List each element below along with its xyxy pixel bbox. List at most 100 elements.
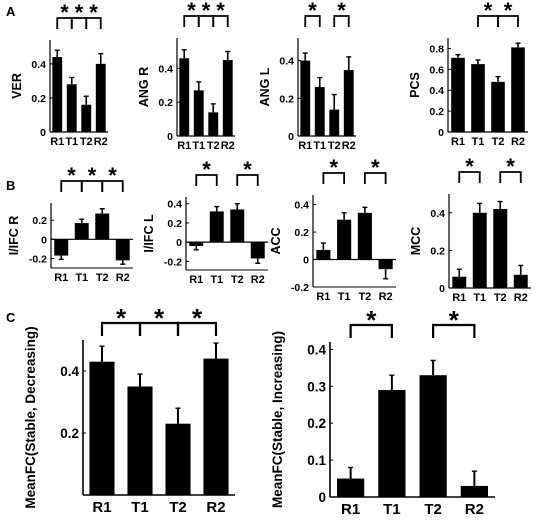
x-tick-label-r1: R1 <box>451 136 465 148</box>
bar-t1 <box>378 389 406 497</box>
x-tick-label-r2: R2 <box>342 140 356 152</box>
y-tick-label: 0.4 <box>429 85 444 97</box>
x-tick-label-t1: T1 <box>131 499 149 516</box>
significance-bracket <box>322 172 346 184</box>
chart-7: -0.2 0 0.2 0.4 R1 T1 T2 R2 ACC * * <box>269 155 396 303</box>
bar-r2 <box>378 259 393 270</box>
panel-label-b: B <box>6 178 15 193</box>
y-tick-label: 0 <box>288 131 294 143</box>
x-tick-label-t1: T1 <box>472 136 485 148</box>
bar-r2 <box>222 59 233 137</box>
y-tick-label: 0.8 <box>429 43 444 55</box>
bar-r2 <box>95 63 106 132</box>
x-tick-label-r1: R1 <box>298 140 312 152</box>
y-axis-label-acc: ACC <box>269 227 283 254</box>
bar-t1 <box>193 90 204 136</box>
significance-bracket <box>85 17 102 29</box>
x-tick-label-r2: R2 <box>514 292 528 304</box>
x-tick-label-r1: R1 <box>54 272 68 284</box>
bar-t2 <box>165 423 191 495</box>
y-tick-label: 0.4 <box>31 59 46 71</box>
y-tick-label: 0.4 <box>307 342 326 357</box>
x-tick-label-t1: T1 <box>75 272 88 284</box>
x-tick-label-t1: T1 <box>210 274 223 286</box>
x-tick-label-r2: R2 <box>465 501 484 518</box>
y-tick-label: 0.2 <box>167 218 182 230</box>
bar-t2 <box>81 104 92 132</box>
x-tick-label-r2: R2 <box>221 140 235 152</box>
y-tick-label: 0 <box>40 127 46 139</box>
significance-star: * <box>243 157 252 182</box>
x-tick-label-t1: T1 <box>338 291 351 303</box>
y-tick-label: 0.4 <box>60 364 79 379</box>
y-tick-label: 0.2 <box>31 93 46 105</box>
x-tick-label-r2: R2 <box>251 274 265 286</box>
significance-star: * <box>329 155 338 180</box>
x-tick-label-r2: R2 <box>379 291 393 303</box>
bar-r2 <box>343 70 354 136</box>
significance-star: * <box>371 155 380 180</box>
chart-8: 0 0.2 0.4 R1 T1 T2 R2 MCC * * <box>409 154 531 304</box>
bar-t2 <box>419 375 447 497</box>
significance-star: * <box>216 0 225 23</box>
bar-r1 <box>451 57 465 132</box>
bar-t1 <box>209 211 224 243</box>
bar-t2 <box>230 209 245 243</box>
significance-star: * <box>337 0 346 23</box>
significance-star: * <box>504 0 513 23</box>
y-tick-label: 0.4 <box>279 56 294 68</box>
bar-t1 <box>472 212 487 288</box>
bar-r1 <box>54 239 69 256</box>
x-tick-label-r1: R1 <box>316 291 330 303</box>
x-tick-label-r1: R1 <box>177 140 191 152</box>
panel-label-a: A <box>6 4 16 19</box>
x-tick-label-t2: T2 <box>231 274 244 286</box>
x-tick-label-r1: R1 <box>452 292 466 304</box>
y-axis-label-ang-r: ANG R <box>137 67 151 107</box>
bar-r1 <box>189 242 204 246</box>
significance-star: * <box>506 154 515 179</box>
significance-star: * <box>192 303 203 333</box>
bar-r2 <box>203 358 229 495</box>
significance-star: * <box>484 0 493 23</box>
x-tick-label-r1: R1 <box>341 501 360 518</box>
y-tick-label: 0 <box>176 237 182 249</box>
bar-t2 <box>491 81 505 132</box>
bar-t2 <box>208 112 219 136</box>
y-tick-label: 0.1 <box>307 453 326 468</box>
y-tick-label: 0 <box>438 127 444 139</box>
y-tick-label: 0.2 <box>60 426 79 441</box>
y-tick-label: 0 <box>303 255 309 267</box>
significance-bracket <box>432 323 476 338</box>
y-tick-label: 0 <box>439 283 445 295</box>
significance-star: * <box>67 163 76 188</box>
x-tick-label-r2: R2 <box>206 499 225 516</box>
significance-bracket <box>499 171 522 183</box>
y-tick-label: 0.2 <box>158 97 173 109</box>
y-tick-label: 0.2 <box>430 245 445 257</box>
significance-star: * <box>308 0 317 23</box>
chart-6: -0.2 0 0.2 0.4 R1 T1 T2 R2 I/IFC L * * <box>142 157 268 286</box>
significance-star: * <box>202 157 211 182</box>
chart-5: -0.2 0 0.2 R1 T1 T2 R2 I/IFC R * * * <box>7 163 133 284</box>
bar-r1 <box>337 478 365 497</box>
y-tick-label: 0.4 <box>167 199 182 211</box>
bar-r1 <box>89 361 115 495</box>
significance-bracket <box>304 15 321 27</box>
x-tick-label-r2: R2 <box>511 136 525 148</box>
chart-9: 0.2 0.4 R1 T1 T2 R2 MeanFC(Stable, Decreasing)… <box>23 303 235 516</box>
y-tick-label: 0.4 <box>294 200 309 212</box>
x-tick-label-t1: T1 <box>473 292 486 304</box>
x-tick-label-t2: T2 <box>80 136 93 148</box>
y-tick-label: 0.2 <box>307 416 326 431</box>
significance-bracket <box>363 172 387 184</box>
significance-star: * <box>465 154 474 179</box>
x-tick-label-t2: T2 <box>358 291 371 303</box>
bar-r1 <box>452 276 467 288</box>
significance-bracket <box>236 174 259 186</box>
bar-t2 <box>329 109 340 136</box>
significance-bracket <box>176 321 218 336</box>
y-tick-label: 0 <box>318 490 326 505</box>
